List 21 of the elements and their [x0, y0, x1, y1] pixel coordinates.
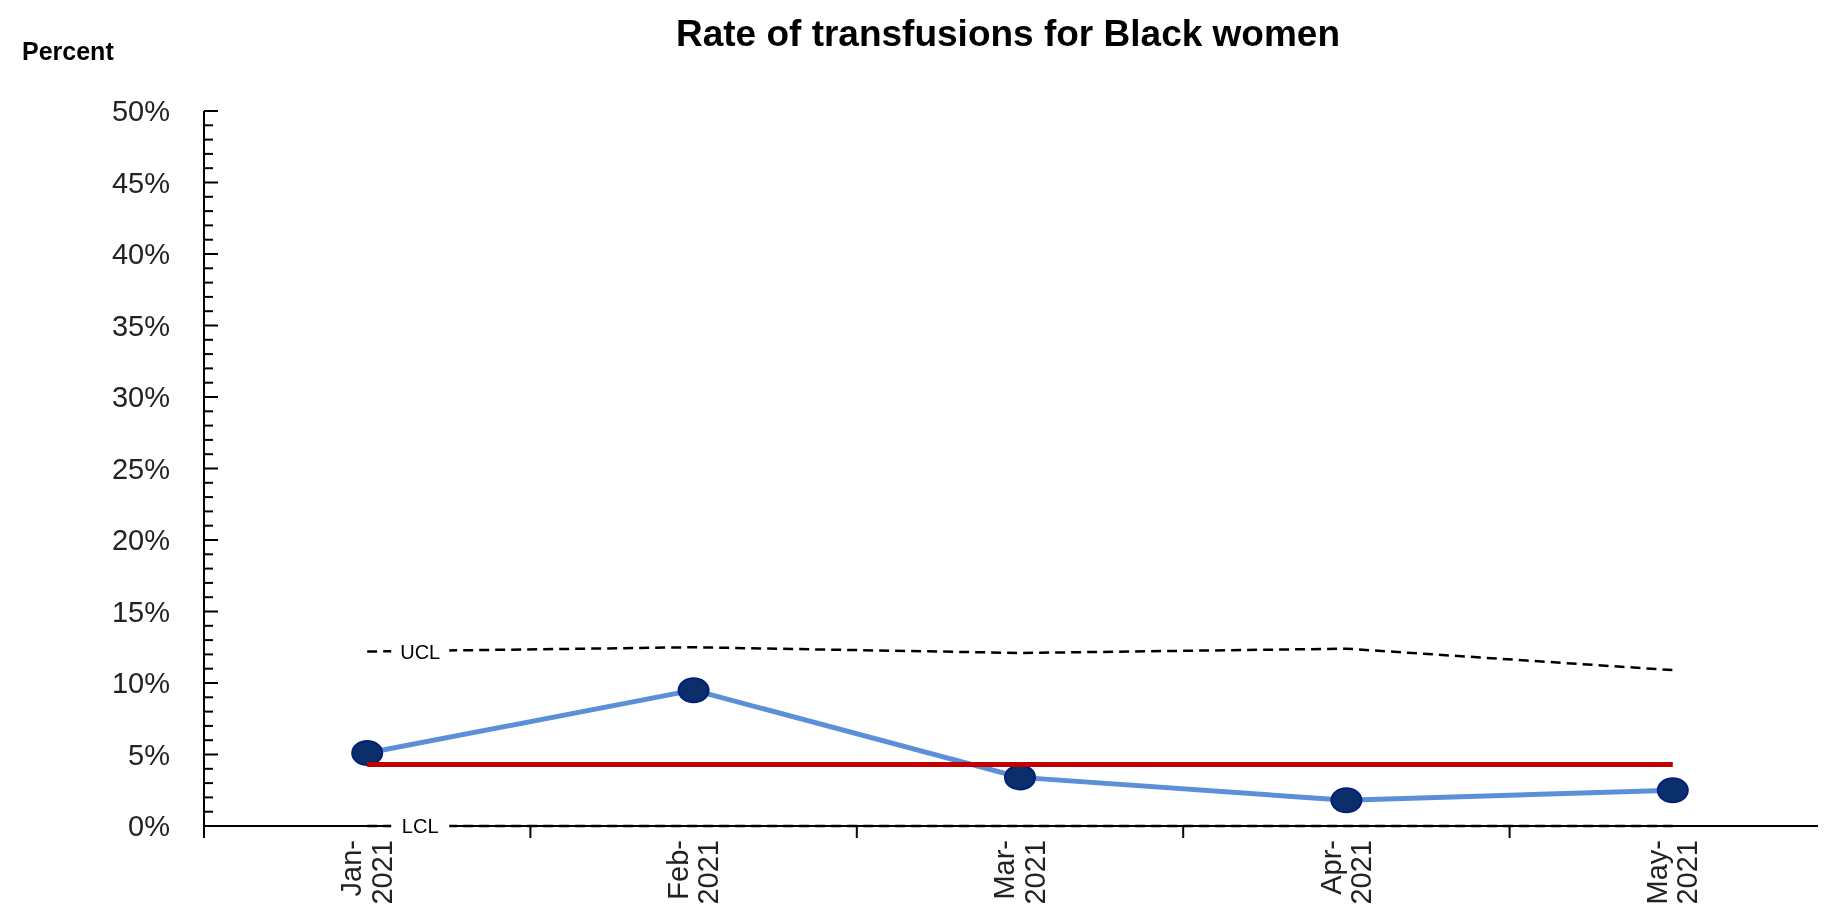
x-tick-label: Jan-2021: [335, 840, 398, 905]
chart-title: Rate of transfusions for Black women: [675, 13, 1341, 54]
y-tick-label: 10%: [111, 667, 170, 700]
x-tick-label: May-2021: [1641, 840, 1704, 905]
y-tick-label: 5%: [128, 738, 170, 771]
x-tick-label: Mar-2021: [988, 840, 1051, 905]
y-tick-label: 45%: [111, 166, 170, 199]
y-tick-label: 0%: [128, 810, 170, 843]
y-tick-label: 35%: [111, 309, 170, 342]
y-tick-label: 20%: [111, 524, 170, 557]
line-series: [365, 646, 1675, 672]
x-tick-label: Feb-2021: [661, 840, 725, 905]
y-tick-label: 40%: [111, 238, 170, 271]
y-tick-label: 50%: [111, 95, 170, 128]
series-label: UCL: [400, 640, 441, 663]
series-label: LCL: [401, 815, 439, 837]
x-tick-label: Apr-2021: [1314, 840, 1378, 905]
y-tick-label: 30%: [111, 381, 170, 414]
y-axis-title: Percent: [22, 37, 115, 65]
y-tick-label: 25%: [111, 452, 170, 485]
y-tick-label: 15%: [111, 595, 170, 628]
